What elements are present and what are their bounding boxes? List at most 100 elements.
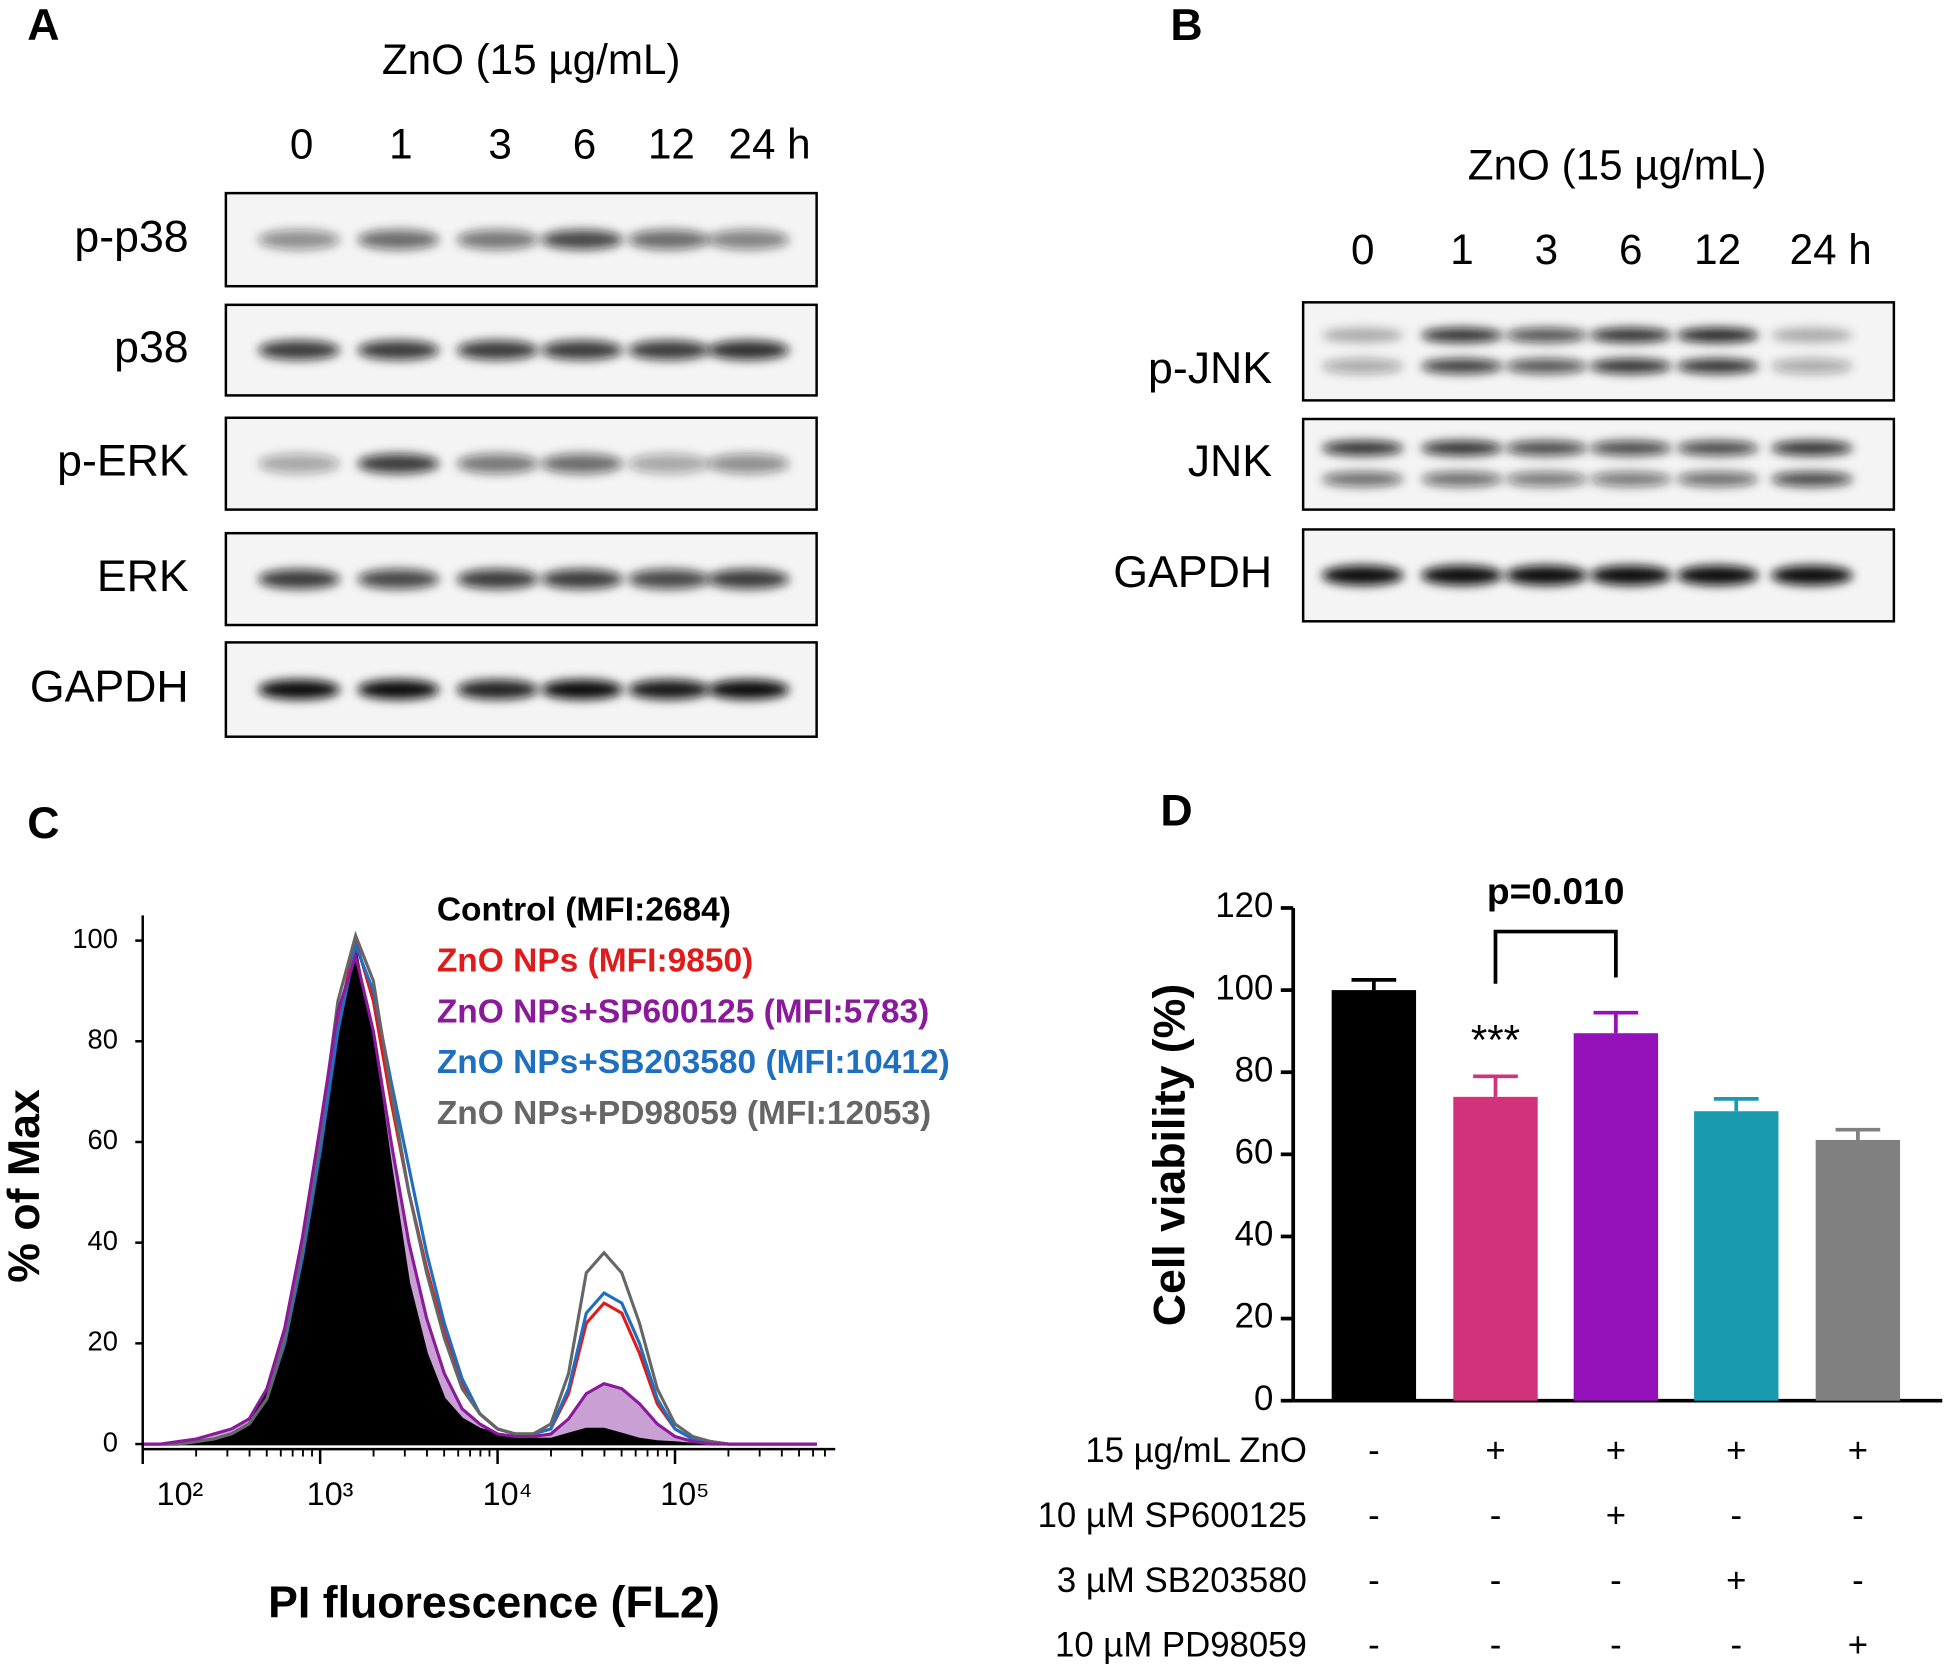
- blot-band: [258, 569, 341, 590]
- blot-band: [1421, 358, 1503, 374]
- blot-band: [1421, 565, 1503, 586]
- lane-label: 24 h: [1790, 226, 1872, 273]
- blot-band: [1676, 471, 1759, 487]
- x-axis-title: PI fluorescence (FL2): [268, 1578, 720, 1627]
- treatment-mark: -: [1490, 1497, 1502, 1535]
- bar: [1453, 1096, 1538, 1401]
- lane-label: 6: [1619, 226, 1642, 273]
- bar: [1331, 990, 1417, 1401]
- blot-title: ZnO (15 µg/mL): [382, 36, 681, 83]
- y-tick-label: 20: [88, 1326, 118, 1357]
- treatment-label: 15 µg/mL ZnO: [1085, 1432, 1307, 1470]
- treatment-mark: +: [1848, 1432, 1868, 1470]
- panel-label: B: [1170, 1, 1202, 50]
- blot-band: [456, 453, 539, 474]
- panel-label: A: [27, 1, 59, 50]
- blot-row-label: JNK: [1188, 437, 1273, 486]
- lane-label: 6: [573, 120, 596, 167]
- bracket: [1493, 929, 1618, 984]
- blot-band: [1589, 358, 1672, 374]
- treatment-mark: +: [1726, 1562, 1746, 1600]
- x-tick-label: 10³: [307, 1476, 354, 1512]
- treatment-mark: -: [1368, 1627, 1380, 1665]
- blot-band: [1771, 358, 1853, 374]
- blot-band: [1321, 565, 1404, 586]
- blot-band: [1589, 327, 1672, 343]
- x-tick-label: 10⁴: [483, 1476, 533, 1512]
- blot-band: [456, 569, 539, 590]
- y-tick-label: 40: [88, 1225, 118, 1256]
- lane-label: 0: [290, 120, 313, 167]
- y-tick-label: 100: [1215, 969, 1273, 1007]
- blot-band: [258, 229, 341, 250]
- blot-band: [707, 679, 790, 700]
- blot-band: [707, 453, 790, 474]
- treatment-mark: -: [1368, 1497, 1380, 1535]
- y-tick-label: 80: [1235, 1051, 1274, 1089]
- treatment-mark: +: [1485, 1432, 1505, 1470]
- blot-band: [1771, 471, 1853, 487]
- treatment-mark: -: [1730, 1627, 1742, 1665]
- y-tick-label: 60: [88, 1124, 118, 1155]
- blot-row-label: p-p38: [74, 212, 188, 261]
- x-tick-label: 10²: [157, 1476, 204, 1512]
- blot-band: [1505, 471, 1588, 487]
- blot-row-label: p-ERK: [57, 436, 189, 485]
- y-tick-label: 100: [72, 923, 118, 954]
- blot-band: [1771, 327, 1853, 343]
- y-axis-title: Cell viability (%): [1146, 984, 1195, 1326]
- blot-band: [627, 340, 710, 361]
- treatment-mark: -: [1368, 1562, 1380, 1600]
- histogram-line: [142, 930, 817, 1446]
- y-tick-label: 120: [1215, 887, 1273, 925]
- blot-band: [1589, 440, 1672, 456]
- y-tick-label: 60: [1235, 1134, 1274, 1172]
- treatment-label: 10 µM SP600125: [1038, 1497, 1307, 1535]
- treatment-label: 10 µM PD98059: [1055, 1627, 1307, 1665]
- blot-band: [1771, 565, 1853, 586]
- treatment-mark: +: [1848, 1627, 1868, 1665]
- lane-label: 1: [389, 120, 412, 167]
- blot-band: [258, 679, 341, 700]
- blot-band: [1421, 440, 1503, 456]
- blot-band: [357, 229, 440, 250]
- blot-band: [258, 453, 341, 474]
- blot-band: [456, 679, 539, 700]
- blot-band: [541, 453, 624, 474]
- bar: [1694, 1111, 1779, 1401]
- blot-band: [1421, 327, 1503, 343]
- blot-band: [1505, 327, 1588, 343]
- blot-row-label: p-JNK: [1148, 344, 1272, 393]
- blot-band: [707, 229, 790, 250]
- blot-band: [357, 569, 440, 590]
- blot-band: [456, 340, 539, 361]
- blot-band: [1676, 440, 1759, 456]
- blot-band: [541, 679, 624, 700]
- lane-label: 12: [648, 120, 695, 167]
- lane-label: 3: [488, 120, 511, 167]
- x-tick-label: 10⁵: [660, 1476, 709, 1512]
- blot-row-label: p38: [114, 323, 189, 372]
- blot-band: [627, 679, 710, 700]
- treatment-mark: -: [1852, 1562, 1864, 1600]
- y-tick-label: 0: [103, 1426, 118, 1457]
- y-axis-title: % of Max: [0, 1089, 49, 1283]
- blot-band: [357, 453, 440, 474]
- blot-band: [627, 453, 710, 474]
- lane-label: 1: [1450, 226, 1473, 273]
- legend-entry: ZnO NPs+SB203580 (MFI:10412): [437, 1044, 950, 1081]
- blot-band: [627, 569, 710, 590]
- blot-band: [1676, 565, 1759, 586]
- blot-band: [1676, 358, 1759, 374]
- blot-band: [1505, 358, 1588, 374]
- treatment-mark: +: [1606, 1497, 1626, 1535]
- histogram-line: [142, 949, 817, 1446]
- y-tick-label: 80: [88, 1024, 118, 1055]
- treatment-mark: -: [1610, 1562, 1622, 1600]
- legend-entry: ZnO NPs (MFI:9850): [437, 942, 753, 979]
- blot-title: ZnO (15 µg/mL): [1468, 141, 1767, 188]
- blot-band: [1321, 471, 1404, 487]
- p-value: p=0.010: [1487, 870, 1625, 912]
